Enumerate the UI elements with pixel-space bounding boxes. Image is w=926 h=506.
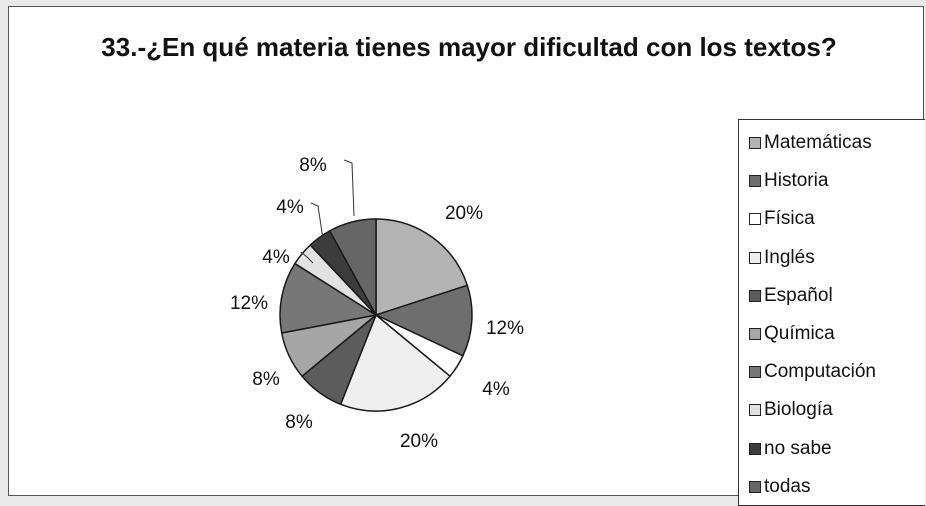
data-label: 8%: [299, 155, 327, 176]
legend-label: Historia: [764, 170, 829, 192]
legend-item: Química: [749, 322, 835, 346]
data-label: 4%: [276, 197, 304, 218]
chart-title: 33.-¿En qué materia tienes mayor dificul…: [101, 32, 837, 62]
leader-line: [310, 202, 324, 240]
legend-item: no sabe: [749, 437, 832, 461]
data-label: 4%: [262, 247, 290, 268]
legend-label: no sabe: [764, 437, 832, 459]
data-label: 12%: [486, 318, 524, 339]
legend-item: Español: [749, 284, 833, 308]
legend-label: Español: [764, 284, 833, 306]
legend-item: Inglés: [749, 246, 815, 270]
pie-chart: 20% 12% 4% 20% 8% 8% 12% 4% 4% 8%: [230, 155, 524, 452]
legend-label: Física: [764, 208, 815, 230]
legend-swatch: [749, 404, 761, 417]
legend-item: todas: [749, 475, 810, 499]
leader-line: [300, 251, 314, 264]
data-label: 4%: [482, 379, 510, 400]
data-label: 20%: [445, 203, 483, 224]
chart-frame: 33.-¿En qué materia tienes mayor dificul…: [8, 6, 925, 506]
legend-label: Química: [764, 323, 835, 344]
chart-legend: Matemáticas Historia Física Inglés Español Qu…: [738, 119, 925, 506]
data-label: 8%: [285, 412, 313, 433]
legend-swatch: [749, 137, 761, 149]
legend-swatch: [749, 328, 761, 340]
legend-label: todas: [764, 475, 811, 497]
legend-item: Historia: [749, 169, 828, 193]
leader-line: [343, 159, 355, 217]
legend-label: Biología: [764, 399, 833, 421]
legend-label: Inglés: [764, 246, 815, 268]
legend-swatch: [749, 480, 761, 493]
pie-slice-computación: [279, 262, 379, 334]
legend-swatch: [749, 289, 761, 302]
legend-item: Biología: [749, 398, 833, 422]
legend-item: Matemáticas: [749, 131, 872, 155]
legend-swatch: [749, 442, 761, 455]
legend-swatch: [749, 366, 761, 379]
pie-slice-inglés: [339, 313, 452, 412]
legend-swatch: [749, 175, 761, 188]
legend-item: Física: [749, 207, 815, 231]
legend-label: Matemáticas: [764, 132, 872, 153]
data-label: 20%: [400, 431, 438, 452]
legend-swatch: [749, 213, 761, 226]
pie-slice-matemáticas: [375, 218, 469, 317]
pie-slice-historia: [373, 284, 473, 357]
data-label: 12%: [230, 293, 268, 314]
data-label: 8%: [252, 369, 280, 390]
legend-label: Computación: [764, 361, 876, 383]
legend-item: Computación: [749, 360, 876, 384]
legend-swatch: [749, 251, 761, 264]
pie-slice-todas: [328, 218, 377, 316]
